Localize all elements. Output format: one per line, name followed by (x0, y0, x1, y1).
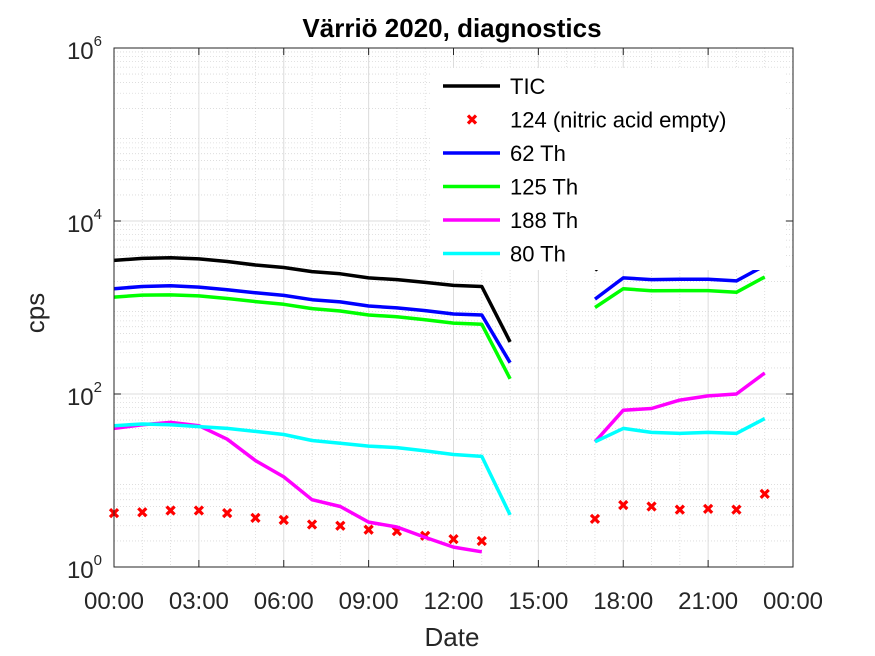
y-axis-label: cps (20, 293, 50, 333)
x-tick-label: 12:00 (423, 588, 483, 615)
y-tick-label: 100 (67, 552, 102, 584)
legend-124-nitric-acid-empty-label: 124 (nitric acid empty) (510, 108, 726, 133)
series-124-nitric-acid-empty-marker (335, 520, 346, 531)
series-124-nitric-acid-empty-marker (448, 533, 459, 545)
legend: TIC 124 (nitric acid empty) 62 Th 125 Th 188… (430, 68, 785, 270)
series-62-th-line (113, 264, 766, 364)
legend-125-th-label: 125 Th (510, 175, 578, 200)
legend-tic-label: TIC (510, 74, 546, 99)
series-125-th-line (113, 275, 766, 380)
legend-124-nitric-acid-empty-swatch (466, 114, 478, 125)
x-axis-label: Date (425, 622, 480, 652)
y-tick-label: 104 (67, 206, 102, 238)
series-124-nitric-acid-empty-marker (674, 504, 685, 515)
x-tick-label: 00:00 (763, 588, 823, 615)
series-124-nitric-acid-empty-marker (250, 512, 261, 523)
series-124-nitric-acid-empty-marker (222, 507, 233, 519)
series-124-nitric-acid-empty-marker (137, 507, 148, 518)
series-124-nitric-acid-empty-marker (646, 501, 657, 512)
legend-box (430, 68, 785, 270)
series-124-nitric-acid-empty-marker (306, 519, 318, 530)
legend-62-th-label: 62 Th (510, 141, 566, 166)
series-188-th-line (113, 371, 766, 554)
legend-188-th-label: 188 Th (510, 208, 578, 233)
x-tick-label: 06:00 (254, 588, 314, 615)
legend-80-th-label: 80 Th (510, 242, 566, 267)
y-tick-label: 106 (67, 33, 102, 65)
series-80-th (113, 417, 766, 516)
x-tick-label: 00:00 (84, 588, 144, 615)
series-124-nitric-acid-empty (108, 488, 770, 547)
series-124-nitric-acid-empty-marker (476, 535, 487, 547)
series-124-nitric-acid-empty-marker (702, 503, 714, 514)
x-tick-label: 03:00 (169, 588, 229, 615)
series-80-th-line (113, 417, 766, 516)
series-124-nitric-acid-empty-marker (589, 513, 601, 525)
series-group (108, 236, 770, 554)
x-tick-label: 18:00 (593, 588, 653, 615)
chart-title: Värriö 2020, diagnostics (302, 13, 601, 43)
x-tick-label: 21:00 (678, 588, 738, 615)
series-124-nitric-acid-empty-marker (618, 499, 629, 511)
series-125-th (113, 275, 766, 380)
series-124-nitric-acid-empty-marker (731, 504, 742, 515)
x-tick-label: 15:00 (508, 588, 568, 615)
series-124-nitric-acid-empty-marker (363, 524, 374, 535)
series-124-nitric-acid-empty-marker (165, 505, 176, 516)
y-axis: 100 102 104 106 (67, 33, 793, 584)
series-62-th (113, 264, 766, 364)
series-124-nitric-acid-empty-marker (193, 505, 205, 516)
series-124-nitric-acid-empty-marker (278, 514, 289, 526)
series-124-nitric-acid-empty-marker (759, 488, 770, 500)
series-188-th (113, 371, 766, 554)
y-tick-label: 102 (67, 379, 102, 411)
x-tick-label: 09:00 (339, 588, 399, 615)
x-axis: 00:00 03:00 06:00 09:00 12:00 15:00 18:00 21:00… (84, 48, 823, 615)
